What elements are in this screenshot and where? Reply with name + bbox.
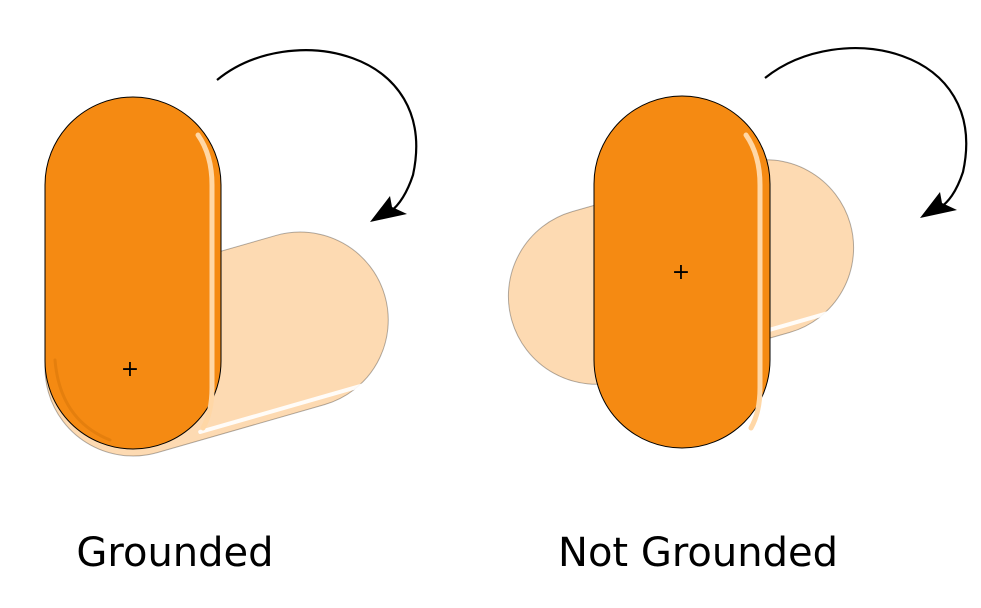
grounded-panel: + Grounded (44, 49, 418, 576)
solid-capsule-highlight (195, 132, 215, 431)
pivot-marker: + (121, 357, 139, 382)
ghost-capsule-highlight (198, 346, 393, 434)
solid-capsule-highlight (743, 132, 763, 431)
arrow-arc (764, 47, 968, 209)
clockwise-arrow-icon (216, 49, 418, 222)
ghost-capsule-highlight (661, 272, 858, 363)
solid-capsule-body (44, 96, 222, 450)
arrow-head (370, 196, 407, 222)
not-grounded-panel: + Not Grounded (507, 47, 968, 576)
solid-capsule (44, 96, 222, 450)
solid-capsule (593, 95, 771, 449)
arrow-head (920, 192, 957, 218)
clockwise-arrow-icon (764, 47, 968, 218)
arrow-arc (216, 49, 418, 213)
panel-caption-grounded: Grounded (76, 530, 273, 576)
solid-capsule-inner-shade (53, 358, 112, 442)
panel-caption-not-grounded: Not Grounded (558, 530, 838, 576)
solid-capsule-body (593, 95, 771, 449)
pivot-marker: + (672, 260, 690, 285)
